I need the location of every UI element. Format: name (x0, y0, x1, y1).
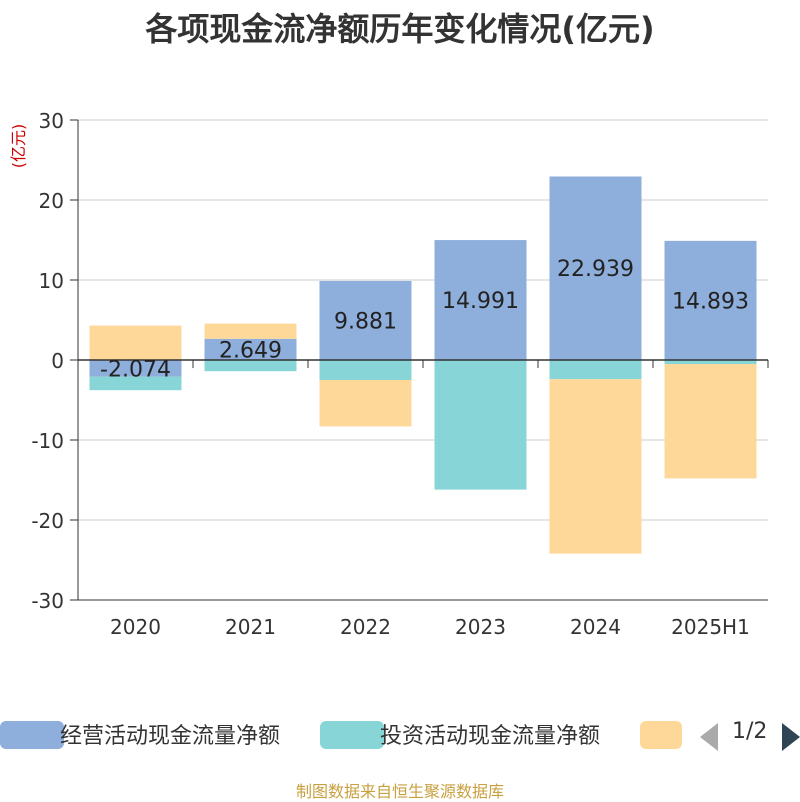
chart-title: 各项现金流净额历年变化情况(亿元) (145, 10, 655, 48)
y-axis-label: (亿元) (9, 124, 28, 169)
bar-marks (89, 176, 757, 554)
x-tick-label-2024: 2024 (570, 615, 621, 639)
bar-s1-2022 (319, 360, 412, 380)
y-tick-label--30: -30 (31, 589, 64, 613)
legend-swatch-operating (0, 721, 64, 749)
y-tick-label--10: -10 (31, 429, 64, 453)
bar-s2-2024 (549, 379, 642, 554)
bar-s1-2025H1 (664, 360, 757, 364)
x-tick-label-2020: 2020 (110, 615, 161, 639)
data-source-note: 制图数据来自恒生聚源数据库 (295, 782, 504, 801)
legend-label-investing: 投资活动现金流量净额 (380, 724, 601, 749)
data-label-2022: 9.881 (334, 309, 397, 334)
bar-s1-2021 (204, 360, 297, 372)
x-tick-label-2021: 2021 (225, 615, 276, 639)
bar-s1-2023 (434, 360, 527, 490)
bar-s2-2022 (319, 380, 412, 427)
bar-s0-2022 (319, 280, 412, 360)
y-tick-label--20: -20 (31, 509, 64, 533)
data-label-2024: 22.939 (557, 257, 634, 282)
bar-s1-2020 (89, 376, 182, 391)
x-tick-label-2025H1: 2025H1 (671, 615, 750, 639)
legend-next-arrow-icon[interactable] (782, 723, 800, 751)
y-tick-label-30: 30 (39, 109, 64, 133)
bar-s0-2021 (204, 338, 297, 360)
legend-page-indicator: 1/2 (732, 719, 768, 744)
bar-s2-2025H1 (664, 364, 757, 479)
bar-s2-2021 (204, 323, 297, 339)
data-label-2021: 2.649 (219, 338, 282, 363)
bar-s2-2020 (89, 325, 182, 360)
data-label-2023: 14.991 (442, 289, 519, 314)
legend-label-operating: 经营活动现金流量净额 (60, 724, 281, 749)
data-label-2020: -2.074 (100, 357, 171, 382)
bar-s0-2024 (549, 176, 642, 360)
bar-s0-2020 (89, 360, 182, 377)
axes: 30 20 10 0 -10 -20 -30 2020 2021 2022 2023 2024 2025… (31, 109, 769, 639)
legend-prev-arrow-icon[interactable] (700, 723, 718, 751)
legend-swatch-investing (320, 721, 384, 749)
legend: 经营活动现金流量净额 投资活动现金流量净额 1/2 (0, 716, 800, 752)
y-tick-label-10: 10 (39, 269, 64, 293)
x-tick-label-2023: 2023 (455, 615, 506, 639)
y-tick-label-20: 20 (39, 189, 64, 213)
bar-s1-2024 (549, 360, 642, 380)
legend-swatch-financing (640, 721, 682, 749)
data-label-2025H1: 14.893 (672, 289, 749, 314)
data-labels: -2.074 2.649 9.881 14.991 22.939 14.893 (100, 257, 749, 382)
x-tick-label-2022: 2022 (340, 615, 391, 639)
y-tick-label-0: 0 (51, 349, 64, 373)
bar-s0-2025H1 (664, 240, 757, 360)
cash-flow-chart: 30 20 10 0 -10 -20 -30 2020 2021 2022 2023 2024 2025… (9, 109, 769, 639)
bar-s0-2023 (434, 240, 527, 360)
